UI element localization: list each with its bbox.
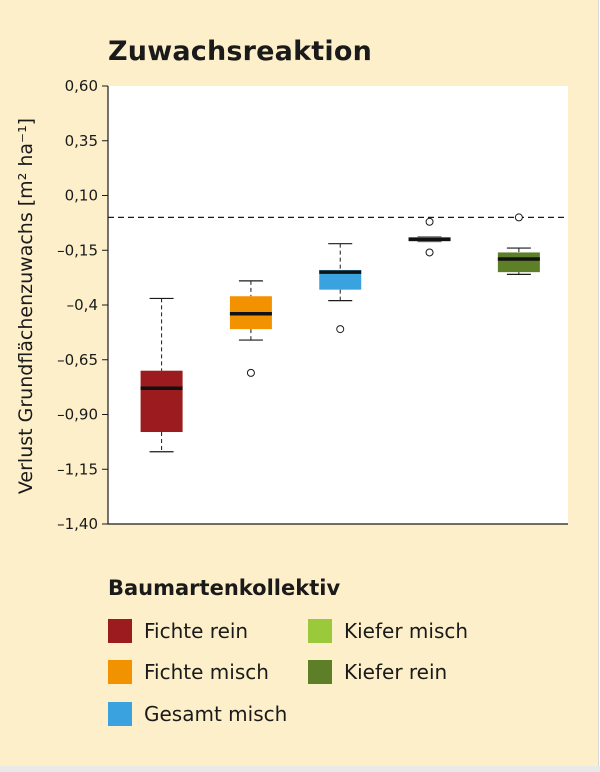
box-fichte-misch [229,280,272,377]
y-tick-label: –1,15 [57,460,98,478]
outlier-point [425,248,434,257]
outlier-point [425,217,434,226]
box-kiefer-rein [497,213,540,275]
box-body [497,252,540,273]
y-axis: 0,60 0,35 0,10 –0,15 –0,4 –0,65 –0,90 –1,15 –1,4… [57,77,568,533]
box-fichte-rein [140,297,183,453]
outlier-point [246,368,255,377]
outlier-point [336,325,345,334]
y-tick-label: 0,10 [65,187,98,205]
box-body [319,269,362,290]
box-kiefer-misch [408,217,451,257]
y-tick-label: –1,40 [57,515,98,533]
box-series [140,213,540,453]
box-gesamt-misch [319,243,362,334]
y-axis-label: Verlust Grundflächenzuwachs [m² ha⁻¹] [15,118,37,494]
plot-area [108,86,568,524]
legend-title: Baumartenkollektiv [108,576,341,600]
y-tick-label: –0,90 [57,406,98,424]
bottom-strip [0,766,600,772]
box-body [140,370,183,433]
y-tick-label: 0,60 [65,77,98,95]
y-tick-label: –0,4 [67,296,98,314]
chart-title: Zuwachsreaktion [108,36,372,67]
outlier-point [514,213,523,222]
y-tick-label: –0,15 [57,241,98,259]
y-tick-label: 0,35 [65,132,98,150]
y-tick-label: –0,65 [57,351,98,369]
